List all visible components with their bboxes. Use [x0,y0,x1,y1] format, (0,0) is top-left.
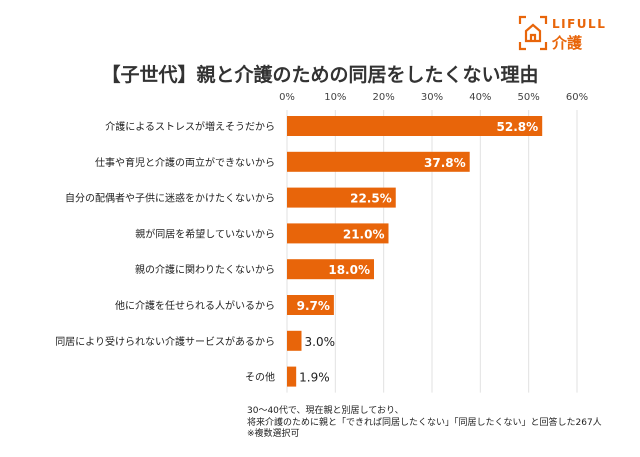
data-label: 22.5% [350,192,392,206]
x-tick-label: 40% [469,92,491,103]
bar [287,116,543,136]
data-label: 52.8% [497,120,539,134]
x-tick-label: 0% [279,92,295,103]
category-label: 親の介護に関わりたくないから [135,263,275,276]
bar [287,330,302,351]
x-tick-label: 30% [421,92,443,103]
note-line: ※複数選択可 [247,429,300,439]
chart-title: 【子世代】親と介護のための同居をしたくない理由 [101,64,539,86]
bar [287,187,396,208]
category-label: 仕事や育児と介護の両立ができないから [95,156,275,169]
data-label: 9.7% [297,299,330,313]
note-line: 将来介護のために親と「できれば同居したくない」「同居したくない」と回答した267… [247,417,602,428]
bar [287,366,297,387]
data-label: 18.0% [328,263,370,277]
bar [287,151,470,172]
category-label: 自分の配偶者や子供に迷惑をかけたくないから [65,192,275,205]
note-line: 30～40代で、現在親と別居しており、 [247,406,404,416]
category-label: 他に介護を任せられる人がいるから [115,299,275,312]
data-label: 3.0% [305,335,336,349]
x-tick-label: 60% [566,92,588,103]
bar [287,223,389,244]
data-label: 1.9% [299,371,330,385]
bar-chart: 0% 10% 20% 30% 40% 50% 60% 介護によるストレスが増えそうだから 52.… [55,92,588,393]
x-tick-label: 20% [373,92,395,103]
x-tick-label: 50% [518,92,540,103]
category-label: その他 [245,371,275,384]
svg-text:介護: 介護 [551,34,583,52]
x-tick-label: 10% [324,92,346,103]
data-label: 21.0% [343,227,385,241]
lifull-kaigo-logo: LIFULL 介護 [518,15,606,52]
bar [287,295,334,315]
chart-note: 30～40代で、現在親と別居しており、 将来介護のために親と「できれば同居したく… [247,406,602,441]
category-label: 親が同居を希望していないから [135,227,275,240]
category-label: 介護によるストレスが増えそうだから [105,120,275,133]
category-label: 同居により受けられない介護サービスがあるから [55,335,275,348]
bar [287,259,374,280]
svg-text:LIFULL: LIFULL [552,17,606,31]
data-label: 37.8% [424,156,466,170]
